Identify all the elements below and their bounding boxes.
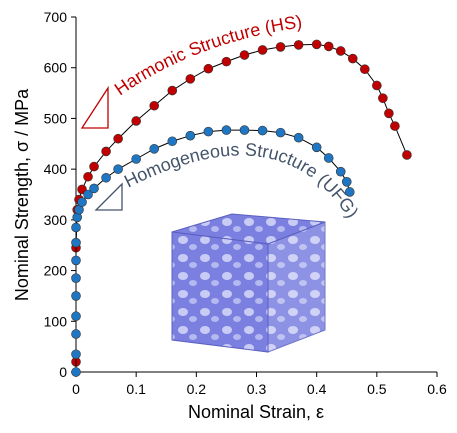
- y-tick-label: 100: [44, 313, 68, 329]
- data-point: [359, 64, 370, 75]
- data-point: [341, 177, 352, 187]
- y-tick-label: 300: [44, 212, 68, 228]
- y-tick-label: 600: [44, 60, 68, 76]
- data-point: [83, 189, 93, 200]
- data-point: [185, 74, 196, 84]
- data-point: [167, 85, 178, 96]
- x-tick-label: 0.6: [427, 381, 447, 397]
- data-point: [221, 56, 232, 67]
- data-point: [344, 187, 355, 197]
- series-label: Harmonic Structure (HS): [111, 11, 303, 99]
- data-point: [71, 255, 81, 266]
- data-point: [221, 125, 232, 135]
- x-tick-label: 0.4: [307, 381, 327, 397]
- data-point: [101, 146, 111, 157]
- data-point: [71, 237, 81, 248]
- data-point: [390, 121, 400, 131]
- data-point: [131, 154, 141, 164]
- data-point: [83, 171, 93, 182]
- x-tick-label: 0.2: [187, 381, 207, 397]
- y-tick-label: 700: [44, 9, 68, 25]
- data-point: [323, 153, 334, 163]
- slope-triangle: [80, 85, 109, 129]
- series-label-text: Harmonic Structure (HS): [111, 11, 303, 99]
- data-point: [311, 142, 322, 153]
- y-tick-label: 400: [44, 161, 68, 177]
- data-point: [203, 126, 214, 137]
- data-point: [347, 53, 358, 64]
- data-point: [71, 367, 81, 377]
- y-tick-label: 0: [59, 364, 67, 380]
- data-point: [372, 80, 382, 91]
- data-point: [89, 183, 99, 194]
- data-point: [239, 125, 250, 135]
- data-point: [71, 273, 81, 283]
- data-point: [257, 45, 268, 55]
- data-point: [335, 166, 346, 177]
- data-point: [203, 63, 214, 74]
- data-point: [378, 93, 388, 103]
- x-tick-label: 0.1: [126, 381, 146, 397]
- data-point: [149, 100, 160, 111]
- data-point: [71, 329, 81, 339]
- data-point: [402, 150, 412, 160]
- data-point: [77, 197, 87, 207]
- data-point: [257, 125, 268, 136]
- data-point: [275, 42, 286, 52]
- microstructure-cube: [171, 213, 326, 353]
- data-point: [311, 39, 322, 50]
- x-tick-label: 0.3: [247, 381, 267, 397]
- data-point: [101, 172, 111, 183]
- data-point: [239, 50, 250, 60]
- y-tick-label: 200: [44, 263, 68, 279]
- data-point: [275, 127, 286, 138]
- data-point: [384, 108, 394, 119]
- data-point: [71, 291, 81, 301]
- y-axis-title: Nominal Strength, σ / MPa: [12, 88, 32, 301]
- data-point: [113, 133, 123, 144]
- data-point: [71, 311, 81, 322]
- data-point: [149, 144, 160, 154]
- data-point: [131, 116, 141, 126]
- data-point: [185, 130, 196, 141]
- data-point: [293, 132, 304, 143]
- y-tick-label: 500: [44, 110, 68, 126]
- data-point: [293, 40, 304, 50]
- data-point: [167, 136, 178, 147]
- data-point: [71, 222, 81, 233]
- x-axis-title: Nominal Strain, ε: [188, 402, 324, 422]
- slope-triangle: [94, 182, 123, 211]
- data-point: [335, 46, 346, 56]
- data-point: [323, 41, 334, 52]
- data-point: [71, 349, 81, 360]
- data-point: [89, 161, 99, 172]
- data-point: [113, 164, 123, 174]
- x-tick-label: 0: [72, 381, 80, 397]
- x-tick-label: 0.5: [367, 381, 387, 397]
